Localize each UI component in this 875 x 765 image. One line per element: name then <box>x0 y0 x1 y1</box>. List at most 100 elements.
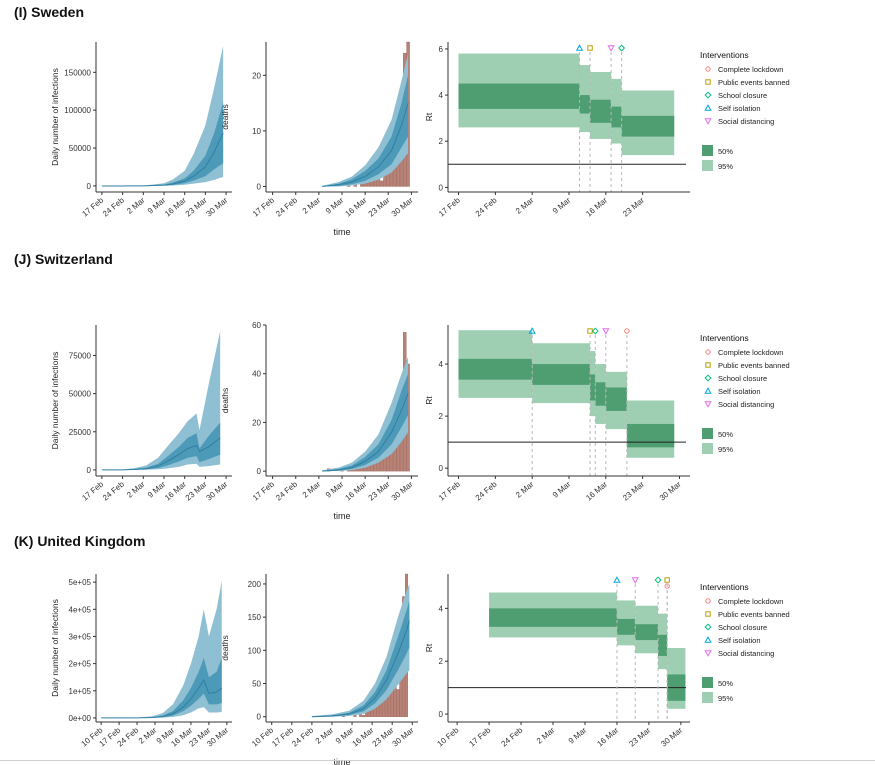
deaths-xtick-label: 23 Mar <box>367 479 392 502</box>
infections-median-line <box>101 437 221 471</box>
infections-ylabel: Daily number of infections <box>50 352 60 450</box>
rt-ytick-label: 4 <box>439 604 444 613</box>
complete-lockdown-marker <box>705 598 711 604</box>
bottom-divider <box>0 760 875 761</box>
infections-xtick-label: 30 Mar <box>205 479 230 502</box>
school-closure-marker <box>654 576 662 584</box>
rt-ci50-segment <box>621 115 675 137</box>
rt-xtick-label: 2 Mar <box>514 195 536 215</box>
deaths-xtick-label: 24 Feb <box>274 195 299 218</box>
death-bar <box>396 689 400 717</box>
deaths-xtick-label: 9 Mar <box>324 479 346 499</box>
legend-ci-95: 95% <box>718 162 733 171</box>
rt-xtick-label: 10 Feb <box>436 725 461 748</box>
deaths-xtick-label: 17 Feb <box>251 195 276 218</box>
panel-title-sweden: (I) Sweden <box>14 4 85 20</box>
infections-ytick-label: 0e+00 <box>69 714 92 723</box>
public-events-banned-marker <box>705 611 711 617</box>
rt-ci50-segment <box>458 83 580 109</box>
death-bar <box>379 180 384 187</box>
rt-xtick-label: 17 Feb <box>437 195 462 218</box>
infections-xtick-label: 23 Mar <box>184 195 209 218</box>
deaths-ytick-label: 0 <box>257 467 262 476</box>
death-bar <box>353 715 357 717</box>
complete-lockdown-marker <box>705 349 711 355</box>
deaths-ytick-label: 60 <box>252 321 261 330</box>
rt-ci50-segment <box>605 387 627 411</box>
deaths-xtick-label: 16 Mar <box>351 725 376 748</box>
rt-chart: 0 2 4 6 17 Feb 24 Feb 2 Mar 9 Mar 16 Mar 23 Mar Rt <box>424 42 690 219</box>
deaths-xtick-label: 2 Mar <box>314 725 336 745</box>
legend-item-social-distancing: Social distancing <box>718 649 774 658</box>
social-distancing-marker <box>704 118 712 125</box>
public-events-banned-marker <box>587 328 593 334</box>
infections-ytick-label: 100000 <box>64 106 91 115</box>
deaths-xlabel: time <box>333 511 350 521</box>
infections-ytick-label: 150000 <box>64 68 91 77</box>
rt-xtick-label: 17 Feb <box>437 479 462 502</box>
legend-item-social-distancing: Social distancing <box>718 400 774 409</box>
panel-title-switzerland: (J) Switzerland <box>14 251 113 267</box>
infections-ci95-band <box>101 331 221 470</box>
public-events-banned-marker <box>664 577 670 583</box>
deaths-xlabel: time <box>333 227 350 237</box>
rt-xtick-label: 30 Mar <box>658 479 683 502</box>
legend-item-self-isolation: Self isolation <box>718 387 761 396</box>
rt-xtick-label: 24 Feb <box>474 195 499 218</box>
public-events-banned-marker <box>705 79 711 85</box>
deaths-ytick-label: 20 <box>252 418 261 427</box>
rt-ytick-label: 0 <box>439 710 444 719</box>
deaths-ytick-label: 0 <box>257 713 262 722</box>
legend-item-public-events-banned: Public events banned <box>718 361 790 370</box>
infections-xtick-label: 17 Feb <box>80 195 105 218</box>
deaths-xtick-label: 16 Mar <box>344 195 369 218</box>
legend-swatch-50 <box>702 428 713 439</box>
rt-ci50-segment <box>489 608 617 627</box>
rt-ytick-label: 2 <box>439 657 444 666</box>
school-closure-marker <box>704 623 712 631</box>
deaths-ci50-band <box>322 373 409 472</box>
infections-xtick-label: 24 Feb <box>101 479 126 502</box>
infections-ytick-label: 2e+05 <box>69 660 92 669</box>
rt-ylabel: Rt <box>424 643 434 652</box>
deaths-ylabel: deaths <box>220 104 230 130</box>
legend-item-complete-lockdown: Complete lockdown <box>718 65 783 74</box>
infections-xtick-label: 16 Mar <box>163 479 188 502</box>
legend-swatch-95 <box>702 160 713 171</box>
deaths-xtick-label: 17 Feb <box>251 479 276 502</box>
self-isolation-marker <box>704 387 712 394</box>
rt-ci50-segment <box>532 364 591 385</box>
rt-xtick-label: 24 Feb <box>499 725 524 748</box>
social-distancing-marker <box>704 650 712 657</box>
deaths-xtick-label: 16 Mar <box>344 479 369 502</box>
rt-chart: 0 2 4 17 Feb 24 Feb 2 Mar 9 Mar 16 Mar 23 Mar 30 … <box>424 325 690 503</box>
rt-xtick-label: 17 Feb <box>468 725 493 748</box>
deaths-xlabel: time <box>333 757 350 765</box>
social-distancing-marker <box>607 45 615 52</box>
deaths-ytick-label: 100 <box>248 646 262 655</box>
rt-xtick-label: 16 Mar <box>584 195 609 218</box>
deaths-xtick-label: 2 Mar <box>301 195 323 215</box>
rt-ci50-segment <box>611 106 622 128</box>
legend-item-school-closure: School closure <box>718 91 767 100</box>
deaths-ylabel: deaths <box>220 635 230 661</box>
rt-xtick-label: 16 Mar <box>595 725 620 748</box>
rt-ytick-label: 4 <box>439 91 444 100</box>
deaths-ytick-label: 0 <box>257 182 262 191</box>
rt-ci50-segment <box>590 374 596 401</box>
deaths-xtick-label: 10 Feb <box>250 725 275 748</box>
infections-xtick-label: 23 Mar <box>184 479 209 502</box>
legend: Interventions Complete lockdown Public eve… <box>700 582 790 703</box>
deaths-xtick-label: 23 Mar <box>371 725 396 748</box>
infections-ytick-label: 75000 <box>69 352 92 361</box>
rt-xtick-label: 24 Feb <box>474 479 499 502</box>
legend-ci-95: 95% <box>718 694 733 703</box>
deaths-ci95-band <box>322 53 409 187</box>
legend-swatch-50 <box>702 677 713 688</box>
deaths-ci50-band <box>311 600 410 717</box>
